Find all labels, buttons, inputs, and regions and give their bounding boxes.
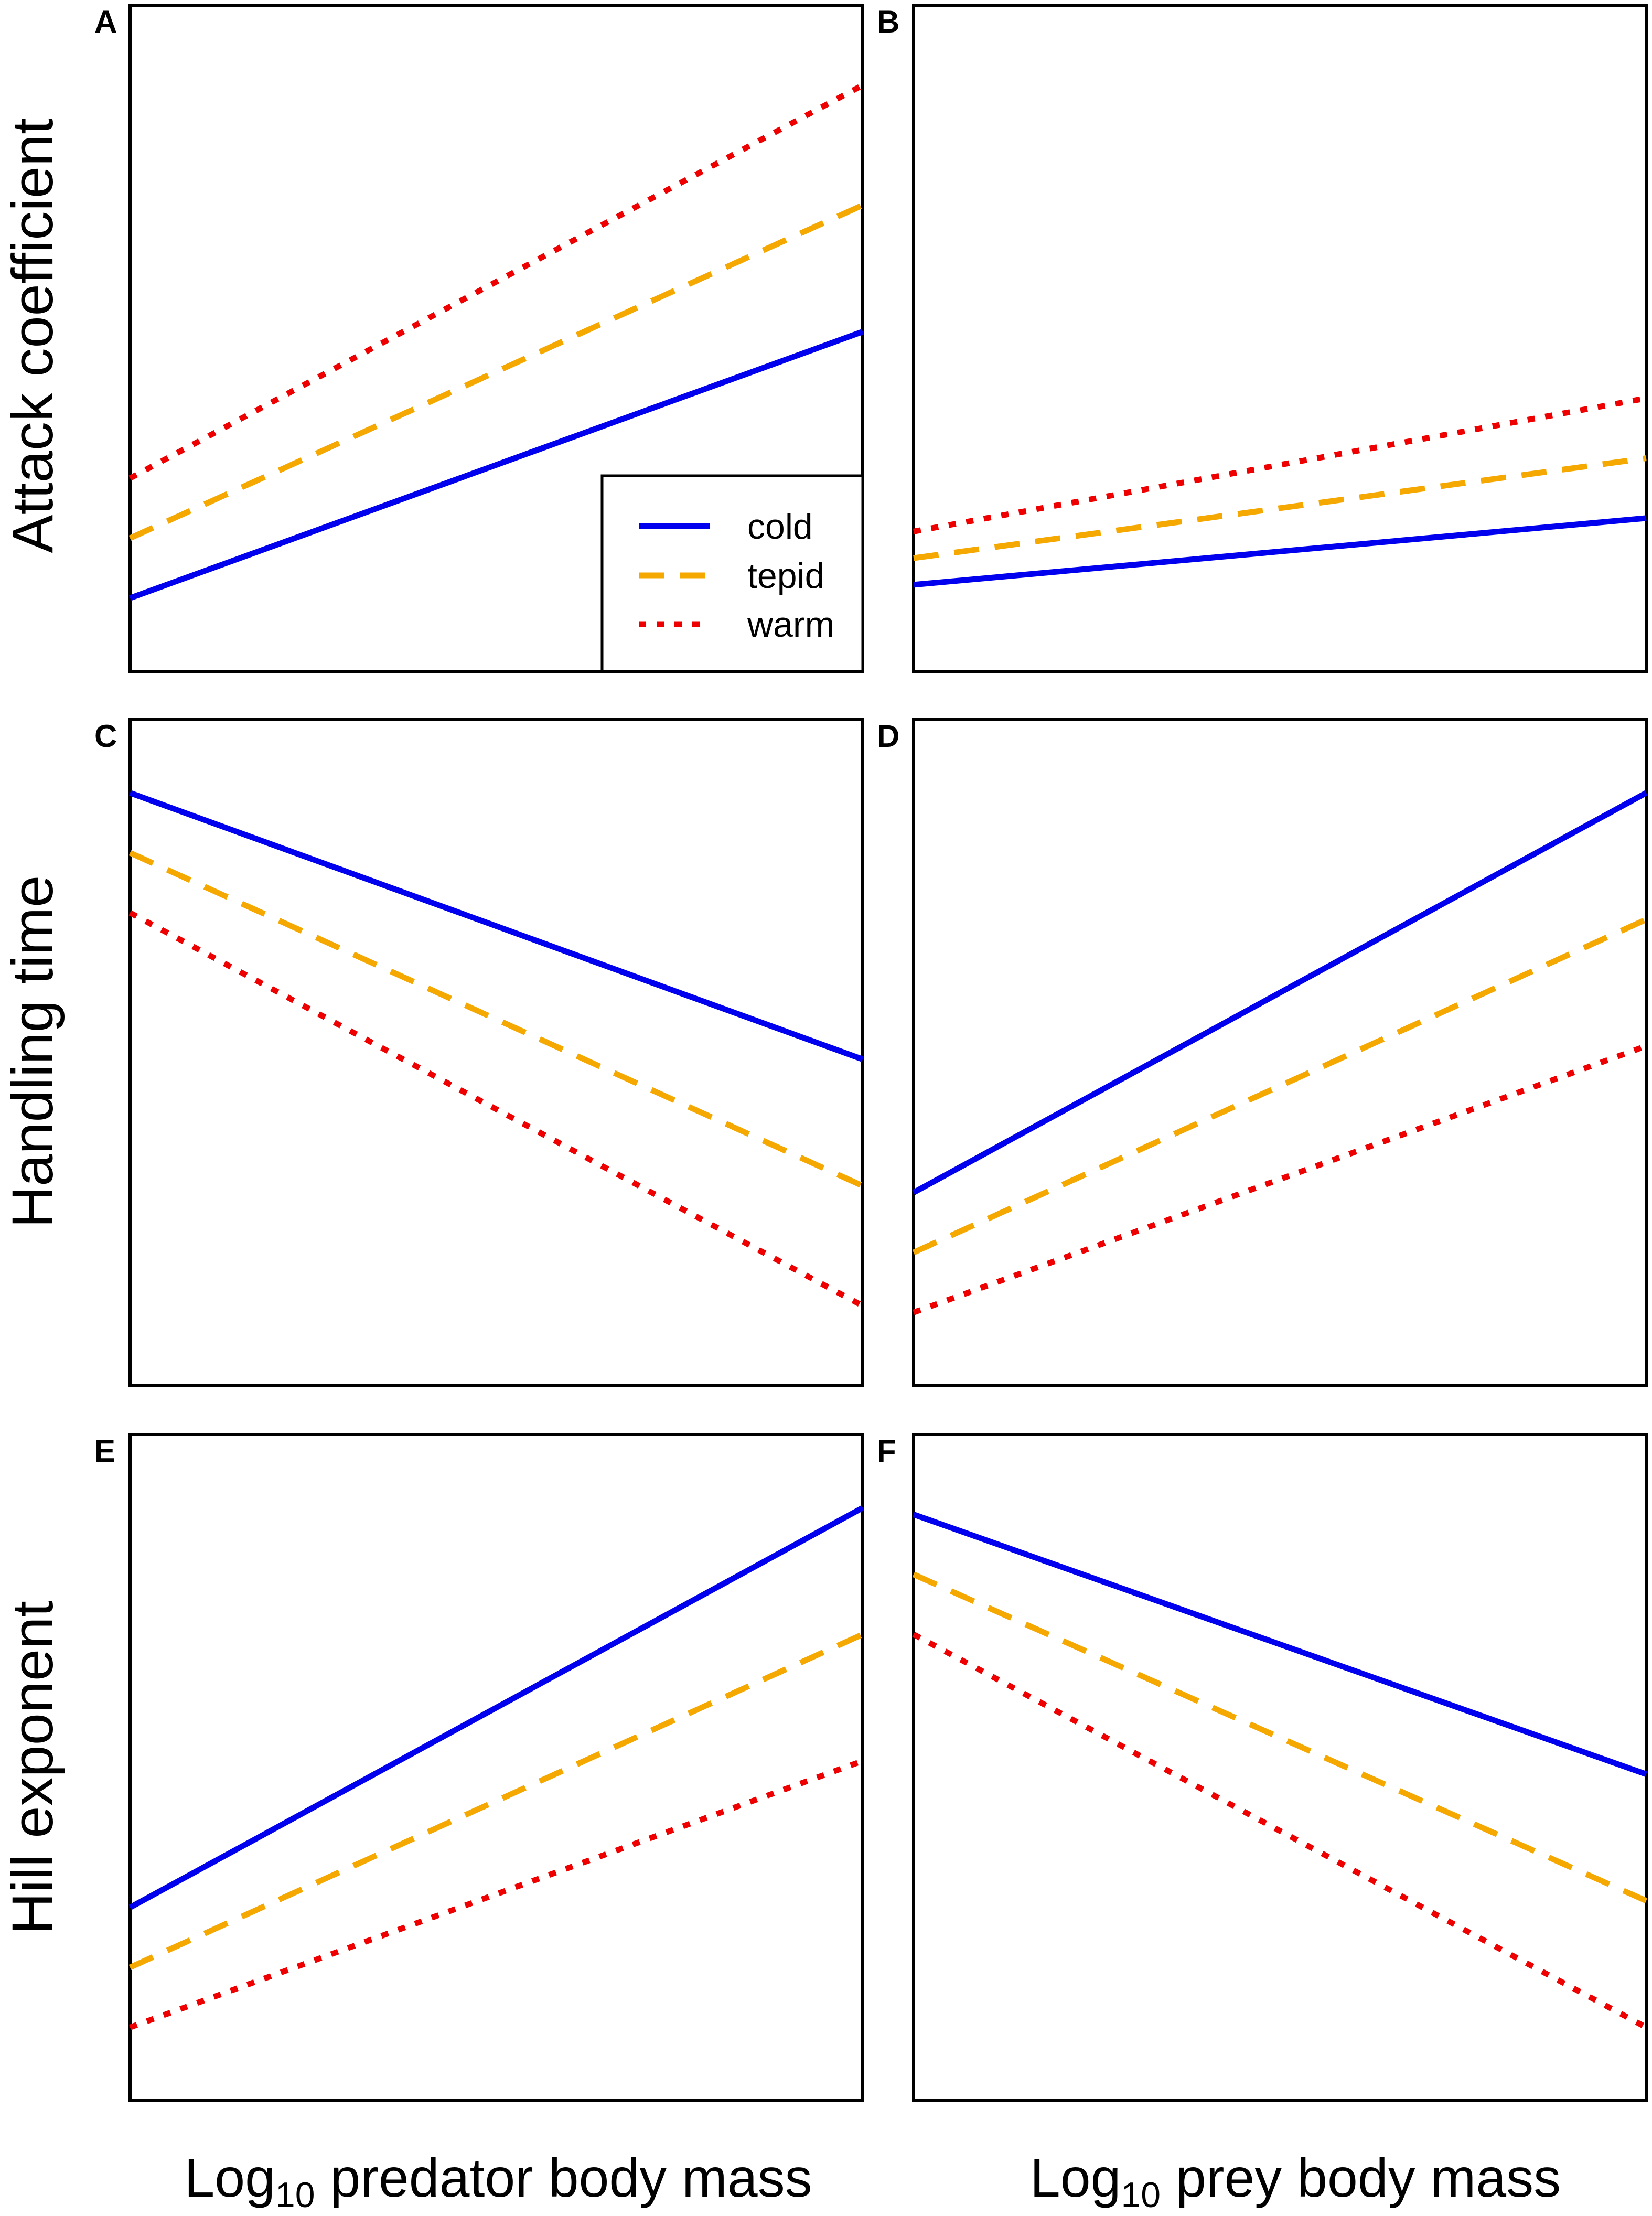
- panel-b: B: [877, 4, 1648, 673]
- panel-d: D: [877, 718, 1648, 1387]
- panel-c-letter: C: [94, 719, 117, 754]
- panel-b-series: [913, 395, 1647, 588]
- panel-a-letter: A: [94, 4, 117, 39]
- panel-f-line-cold: [913, 1512, 1647, 1777]
- ylabel-row-1: Attack coefficient: [1, 118, 65, 553]
- panel-e-line-warm: [129, 1758, 864, 2030]
- legend-label-warm: warm: [747, 605, 834, 645]
- panel-a-series: [128, 82, 864, 601]
- panel-c-series: [128, 790, 864, 1309]
- panel-d-frame: [912, 718, 1648, 1387]
- legend-label-cold: cold: [747, 507, 813, 547]
- panel-c-frame: [128, 718, 864, 1387]
- panel-e-series: [128, 1505, 864, 2030]
- xlabel-col-2: Log10 prey body mass: [1030, 2148, 1561, 2215]
- panel-d-line-tepid: [912, 916, 1648, 1256]
- ylabel-row-2: Handling time: [1, 875, 65, 1228]
- panel-f-frame: [912, 1433, 1648, 2102]
- panel-d-series: [912, 790, 1648, 1315]
- panel-b-frame: [912, 4, 1648, 673]
- panel-f-letter: F: [877, 1433, 896, 1469]
- panel-a-line-tepid: [128, 202, 864, 541]
- xlabel-col-2-prefix: Log: [1030, 2148, 1121, 2209]
- panel-e-line-tepid: [128, 1631, 864, 1971]
- legend-label-tepid: tepid: [747, 556, 824, 596]
- panel-f-line-tepid: [912, 1571, 1648, 1904]
- xlabel-col-1: Log10 predator body mass: [184, 2148, 812, 2215]
- panel-e-line-cold: [128, 1505, 864, 1910]
- panel-b-line-cold: [913, 515, 1647, 588]
- panel-d-line-cold: [912, 790, 1648, 1195]
- xlabel-col-2-subscript: 10: [1121, 2175, 1161, 2215]
- xlabel-col-1-prefix: Log: [184, 2148, 275, 2209]
- panel-f-line-warm: [912, 1632, 1648, 2030]
- panel-f-series: [912, 1512, 1648, 2030]
- panel-f: F: [877, 1433, 1648, 2102]
- panel-b-letter: B: [877, 4, 899, 39]
- panel-e-frame: [128, 1433, 864, 2102]
- panel-a-line-cold: [129, 329, 864, 601]
- panel-c-line-warm: [128, 910, 864, 1309]
- panel-d-letter: D: [877, 719, 899, 754]
- panel-e-letter: E: [94, 1433, 115, 1469]
- panel-b-line-tepid: [913, 455, 1647, 561]
- panel-d-line-warm: [913, 1043, 1647, 1315]
- xlabel-col-1-suffix: predator body mass: [315, 2148, 812, 2209]
- panel-e: E: [94, 1433, 864, 2102]
- xlabel-col-2-suffix: prey body mass: [1161, 2148, 1561, 2209]
- ylabel-row-3: Hill exponent: [1, 1601, 65, 1934]
- xlabel-col-1-subscript: 10: [275, 2175, 315, 2215]
- legend: cold tepid warm: [600, 474, 864, 673]
- panel-c: C: [94, 718, 864, 1387]
- panel-a-line-warm: [128, 82, 864, 481]
- panel-c-line-tepid: [128, 850, 864, 1189]
- panel-c-line-cold: [129, 790, 864, 1062]
